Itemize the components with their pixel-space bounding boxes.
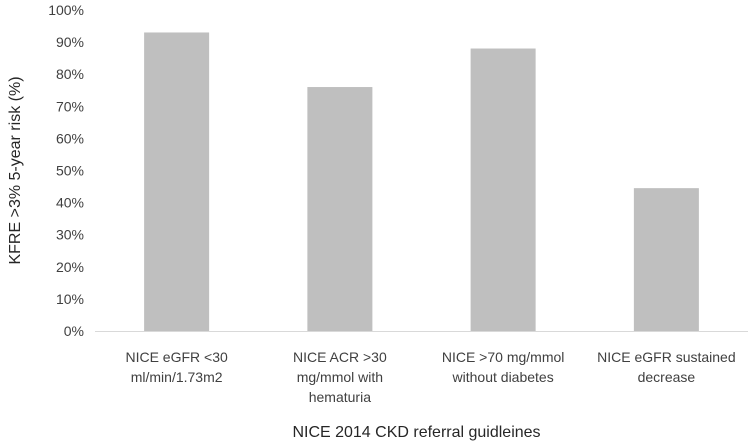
y-tick-label: 70%	[56, 98, 84, 114]
bar	[470, 48, 536, 332]
y-tick-label: 90%	[56, 34, 84, 50]
x-category-label-line: mg/mmol with	[297, 369, 383, 385]
x-axis-title: NICE 2014 CKD referral guidleines	[292, 424, 540, 441]
y-tick-label: 50%	[56, 163, 84, 179]
y-tick-label: 80%	[56, 66, 84, 82]
bars-group	[144, 32, 699, 332]
y-tick-label: 100%	[48, 2, 84, 18]
bar	[307, 87, 373, 331]
y-tick-label: 40%	[56, 195, 84, 211]
x-category-label: NICE eGFR sustained decrease	[597, 349, 736, 385]
y-tick-label: 10%	[56, 291, 84, 307]
bar	[633, 188, 699, 331]
x-category-label-line: NICE ACR >30	[293, 349, 387, 365]
y-axis-title: KFRE >3% 5-year risk (%)	[7, 76, 24, 264]
x-category-label-line: hematuria	[309, 389, 371, 405]
x-category-label: NICE >70 mg/mmol without diabetes	[442, 349, 565, 385]
x-axis-category-labels: NICE eGFR <30 ml/min/1.73m2 NICE ACR >30 mg…	[125, 349, 735, 405]
x-category-label-line: without diabetes	[452, 369, 554, 385]
y-tick-label: 20%	[56, 259, 84, 275]
y-axis-ticks: 0% 10% 20% 30% 40% 50% 60% 70% 80% 90% 100%	[48, 2, 84, 339]
y-tick-label: 60%	[56, 130, 84, 146]
y-tick-label: 0%	[64, 323, 84, 339]
y-tick-label: 30%	[56, 227, 84, 243]
x-category-label-line: ml/min/1.73m2	[131, 369, 223, 385]
x-category-label-line: decrease	[638, 369, 696, 385]
x-category-label: NICE ACR >30 mg/mmol with hematuria	[293, 349, 387, 405]
x-category-label-line: NICE eGFR <30	[125, 349, 228, 365]
x-category-label: NICE eGFR <30 ml/min/1.73m2	[125, 349, 228, 385]
x-category-label-line: NICE eGFR sustained	[597, 349, 736, 365]
x-category-label-line: NICE >70 mg/mmol	[442, 349, 565, 365]
bar	[144, 32, 210, 331]
